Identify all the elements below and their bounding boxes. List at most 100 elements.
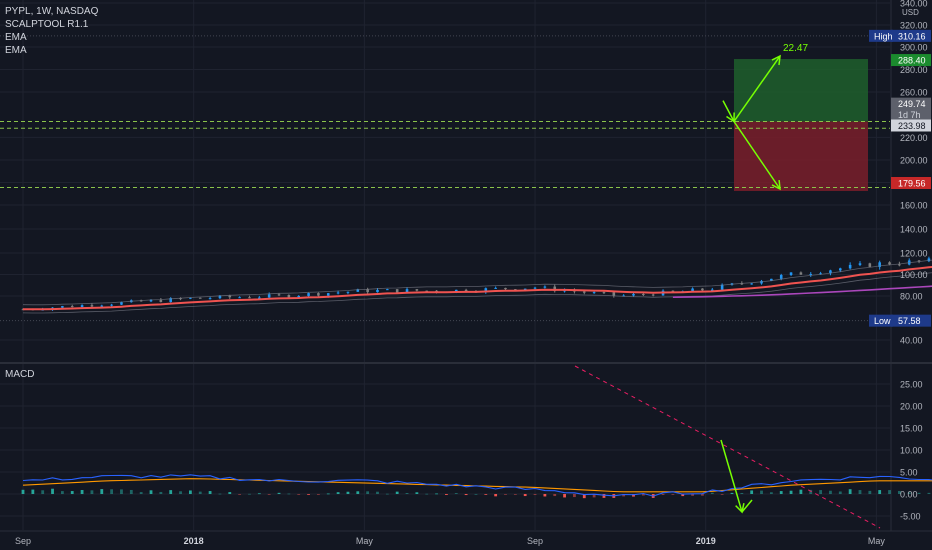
histogram-bar [632, 494, 635, 497]
candle-body [819, 273, 822, 275]
low-price-tag-bg [891, 314, 931, 327]
low-price-tag: 57.58 [898, 316, 921, 326]
candle-body [651, 294, 655, 296]
candle-body [533, 287, 537, 289]
histogram-bar [366, 491, 370, 494]
low-side-label-bg [869, 314, 893, 327]
candle-body [258, 297, 261, 299]
symbol-title[interactable]: PYPL, 1W, NASDAQ [5, 6, 99, 17]
target-zone [734, 59, 868, 122]
histogram-bar [228, 492, 232, 494]
arrow-down-stop [733, 121, 781, 191]
histogram-bar [641, 494, 645, 496]
bar-countdown-tag-bg [891, 108, 931, 121]
candle-body [858, 263, 862, 265]
indicator-scalptool[interactable]: SCALPTOOL R1.1 [5, 19, 89, 30]
histogram-bar [376, 491, 379, 494]
candle-body [710, 289, 714, 291]
candle-body [395, 289, 399, 293]
arrow-to-entry-shaft [722, 100, 735, 122]
candle-body [307, 293, 310, 296]
histogram-bar [494, 494, 498, 497]
candle-body [602, 292, 606, 294]
ema-channel [22, 259, 932, 314]
candle-body [100, 305, 104, 307]
high-price-tag: 310.16 [898, 31, 926, 41]
indicator-ema-slow[interactable]: EMA [5, 45, 27, 56]
candle-body [218, 295, 222, 299]
histogram-bar [110, 489, 114, 494]
histogram-bar [829, 490, 832, 494]
macd-arrow-tail [741, 499, 753, 513]
macd-trendline [574, 365, 881, 529]
histogram-bar [504, 494, 507, 495]
target-price-tag: 288.40 [898, 56, 926, 66]
macd-arrow-down [720, 439, 745, 514]
histogram-bar [169, 490, 173, 494]
arrow-down-stop-shaft [733, 121, 781, 190]
time-tick-label: May [356, 536, 374, 546]
candle-body [809, 273, 813, 275]
histogram-bar [248, 493, 251, 495]
histogram-bar [129, 489, 133, 494]
histogram-bar [159, 491, 163, 494]
high-price-tag-bg [891, 29, 931, 42]
histogram-bar [474, 493, 478, 495]
candle-body [198, 297, 202, 299]
candle-body [90, 305, 94, 307]
histogram-bar [198, 491, 202, 494]
histogram-bar [622, 494, 626, 497]
histogram-bar [336, 492, 340, 494]
histogram-bar [750, 490, 754, 494]
indicator-ema-fast[interactable]: EMA [5, 32, 27, 43]
macd-tick-label: -5.00 [900, 512, 921, 522]
histogram-bar [385, 493, 389, 495]
candle-body [326, 293, 330, 296]
histogram-bar [346, 491, 350, 494]
price-tick-label: 220.00 [900, 133, 928, 143]
time-tick-label: 2019 [696, 536, 716, 546]
price-tick-label: 100.00 [900, 270, 928, 280]
macd-histogram [21, 488, 931, 499]
candle-body [691, 288, 694, 292]
arrow-to-entry [722, 100, 735, 123]
price-tick-label: 300.00 [900, 43, 928, 53]
candle-body [632, 293, 635, 296]
candle-body [582, 291, 586, 293]
ema-slow-line [672, 285, 932, 298]
histogram-bar [277, 492, 281, 494]
histogram-bar [188, 490, 192, 494]
candle-body [267, 294, 271, 298]
arrow-up-target-shaft [733, 55, 781, 122]
histogram-bar [31, 489, 35, 494]
candle-body [720, 284, 724, 290]
macd-pane-label[interactable]: MACD [5, 369, 35, 380]
arrow-down-stop-head [771, 179, 781, 191]
histogram-bar [513, 494, 517, 495]
candle-body [248, 297, 251, 299]
candle-body [553, 286, 557, 292]
histogram-bar [760, 490, 763, 494]
histogram-bar [917, 492, 921, 494]
candle-body [179, 298, 182, 300]
time-axis: Sep2018MaySep2019MaySep2020MaySep2021May… [15, 536, 885, 546]
candle-body [770, 278, 773, 281]
stop-price-tag-bg [891, 176, 931, 189]
macd-arrow-down-shaft [720, 439, 743, 513]
grid-lines [0, 0, 890, 530]
histogram-bar [238, 494, 242, 495]
histogram-bar [838, 491, 842, 494]
candle-body [336, 292, 340, 294]
entry-price-tag: 233.98 [898, 121, 926, 131]
candle-body [169, 298, 173, 303]
candle-body [898, 264, 901, 266]
histogram-bar [789, 490, 793, 494]
histogram-bar [878, 490, 882, 494]
macd-tick-label: 5.00 [900, 468, 918, 478]
histogram-bar [533, 494, 537, 495]
histogram-bar [897, 490, 901, 494]
candle-body [543, 286, 547, 288]
candle-body [838, 268, 842, 271]
histogram-bar [208, 491, 212, 494]
